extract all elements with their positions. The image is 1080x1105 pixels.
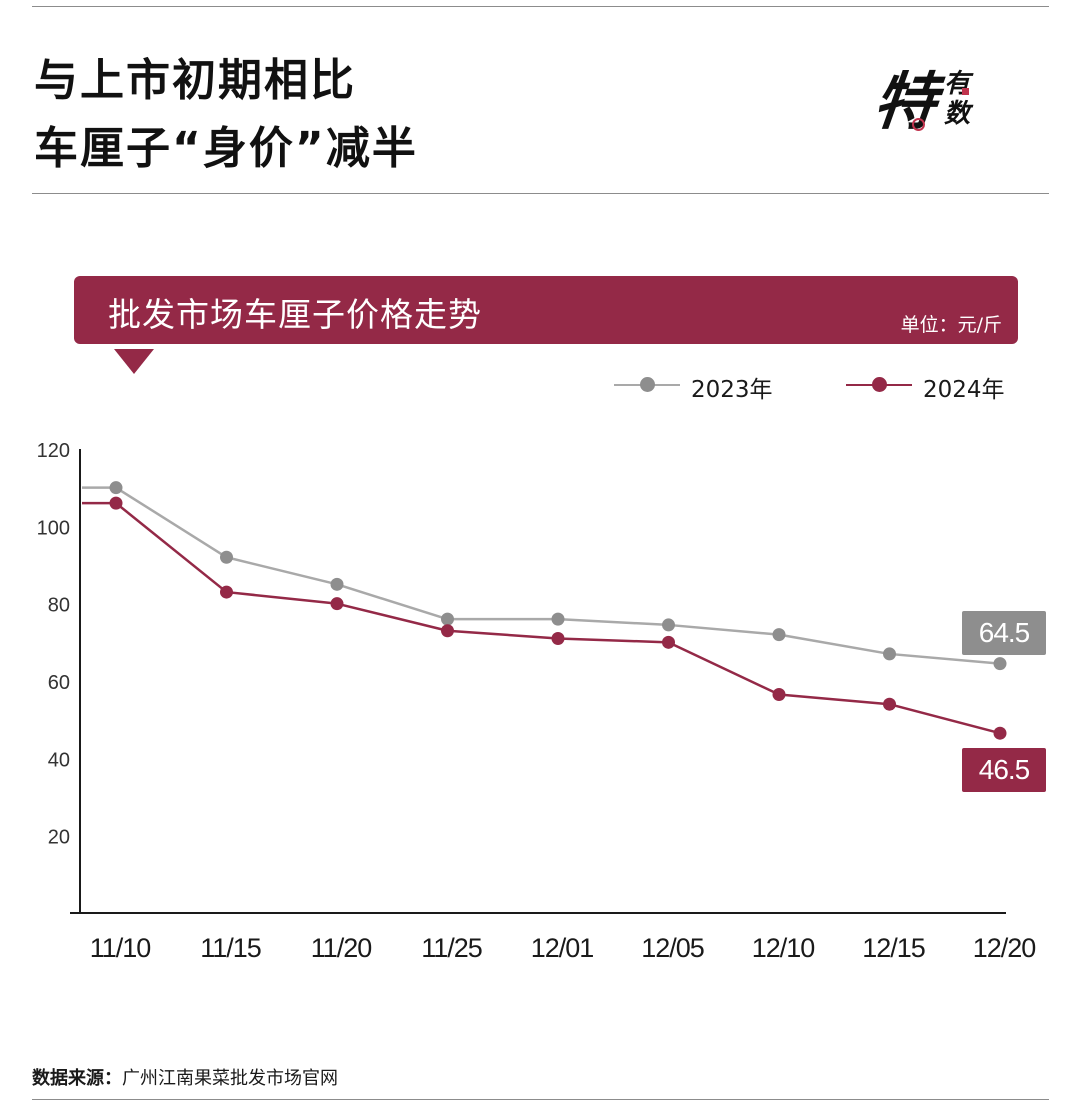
data-point [993, 726, 1007, 740]
data-point [109, 496, 123, 510]
y-tick-label: 40 [48, 749, 70, 771]
data-point [330, 577, 344, 591]
x-tick-label: 12/15 [862, 933, 925, 963]
chart-unit: 单位：元/斤 [900, 314, 1002, 336]
chart-title: 批发市场车厘子价格走势 [108, 295, 482, 334]
data-point [772, 628, 786, 642]
magnifier-icon [912, 118, 925, 131]
brand-logo: 特 有 数 [870, 62, 989, 142]
data-point [883, 647, 896, 661]
data-point [772, 688, 786, 702]
data-source-text: 广州江南果菜批发市场官网 [122, 1068, 338, 1089]
data-point [441, 612, 454, 626]
data-source-label: 数据来源： [32, 1068, 122, 1089]
logo-accent-square [962, 88, 969, 95]
banner-pointer-icon [114, 349, 154, 374]
data-source: 数据来源：广州江南果菜批发市场官网 [32, 1064, 338, 1090]
data-point [662, 635, 675, 649]
legend-label-2023: 2023年 [691, 377, 773, 403]
data-point [551, 612, 565, 626]
data-point [441, 624, 454, 638]
page-title-line-2: 车厘子“身价”减半 [34, 123, 418, 174]
y-tick-label: 60 [48, 672, 70, 694]
y-tick-label: 120 [37, 440, 70, 462]
top-rule [32, 6, 1049, 7]
x-tick-label: 11/10 [90, 933, 151, 963]
legend-dot-2023 [640, 377, 655, 392]
logo-small-char-2: 数 [944, 99, 971, 129]
x-tick-label: 11/25 [421, 933, 482, 963]
y-tick-label: 20 [48, 827, 70, 849]
data-point [220, 550, 233, 564]
chart-title-banner: 批发市场车厘子价格走势 单位：元/斤 [74, 276, 1018, 344]
data-point [993, 657, 1007, 671]
y-tick-label: 100 [37, 517, 70, 539]
legend-dot-2024 [872, 377, 887, 392]
data-point [662, 618, 675, 632]
x-tick-label: 12/05 [641, 933, 704, 963]
series-line-2024 [82, 501, 1001, 735]
data-point [220, 585, 233, 599]
series-line-2023 [82, 486, 1001, 665]
data-point [330, 597, 344, 611]
x-tick-label: 12/10 [752, 933, 815, 963]
data-point [551, 631, 565, 645]
legend-label-2024: 2024年 [923, 377, 1005, 403]
end-label-2024: 46.5 [962, 748, 1046, 792]
x-tick-label: 12/20 [973, 933, 1036, 963]
bottom-rule [32, 1099, 1049, 1100]
page-title-line-1: 与上市初期相比 [34, 55, 356, 106]
data-point [109, 481, 123, 495]
y-tick-label: 80 [48, 595, 70, 617]
x-tick-label: 11/15 [200, 933, 261, 963]
x-tick-label: 12/01 [531, 933, 594, 963]
end-label-2023: 64.5 [962, 611, 1046, 655]
data-point [883, 697, 896, 711]
x-tick-label: 11/20 [311, 933, 372, 963]
header-divider [32, 193, 1049, 194]
